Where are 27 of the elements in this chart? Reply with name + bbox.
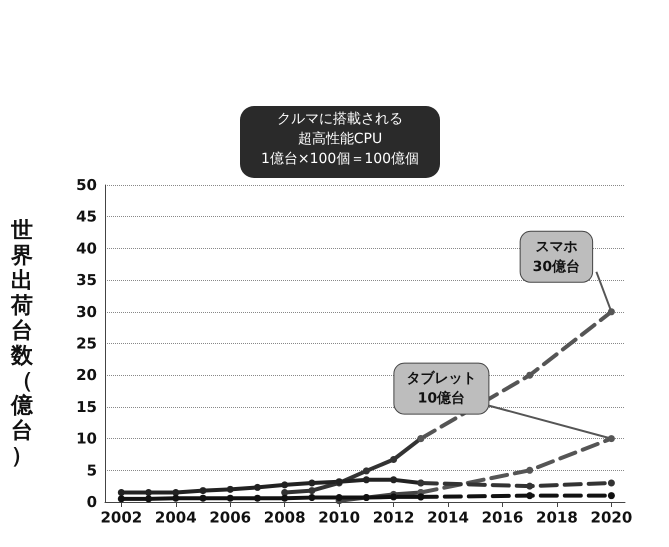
x-tick-label: 2014 xyxy=(427,508,469,526)
x-tick-label: 2018 xyxy=(536,508,578,526)
text: クルマに搭載される xyxy=(277,111,403,127)
annotation: タブレット 10億台 xyxy=(406,370,476,407)
y-tick-label: 20 xyxy=(76,366,97,384)
text: 超高性能CPU xyxy=(298,131,382,147)
x-tick-label: 2020 xyxy=(590,508,632,526)
y-tick-label: 15 xyxy=(76,398,97,416)
y-tick-label: 25 xyxy=(76,334,97,352)
text: 世界出荷台数（億台） xyxy=(11,218,33,468)
x-tick-label: 2012 xyxy=(372,508,414,526)
y-tick-label: 50 xyxy=(76,176,97,194)
y-tick-label: 40 xyxy=(76,239,97,258)
x-tick-label: 2002 xyxy=(100,508,142,526)
y-tick-label: 45 xyxy=(76,208,97,226)
y-tick-label: 30 xyxy=(76,302,97,321)
annotation: スマホ 30億台 xyxy=(532,238,580,275)
x-tick-label: 2010 xyxy=(318,508,360,526)
x-tick-label: 2016 xyxy=(482,508,524,526)
x-tick-label: 2004 xyxy=(154,508,197,526)
y-tick-label: 10 xyxy=(76,430,97,448)
y-tick-label: 0 xyxy=(86,493,97,511)
y-tick-label: 35 xyxy=(76,271,97,290)
x-tick-label: 2008 xyxy=(264,508,306,526)
x-tick-label: 2006 xyxy=(209,508,252,526)
y-tick-label: 5 xyxy=(86,461,97,480)
text: 1億台×100個＝100億個 xyxy=(260,151,420,167)
